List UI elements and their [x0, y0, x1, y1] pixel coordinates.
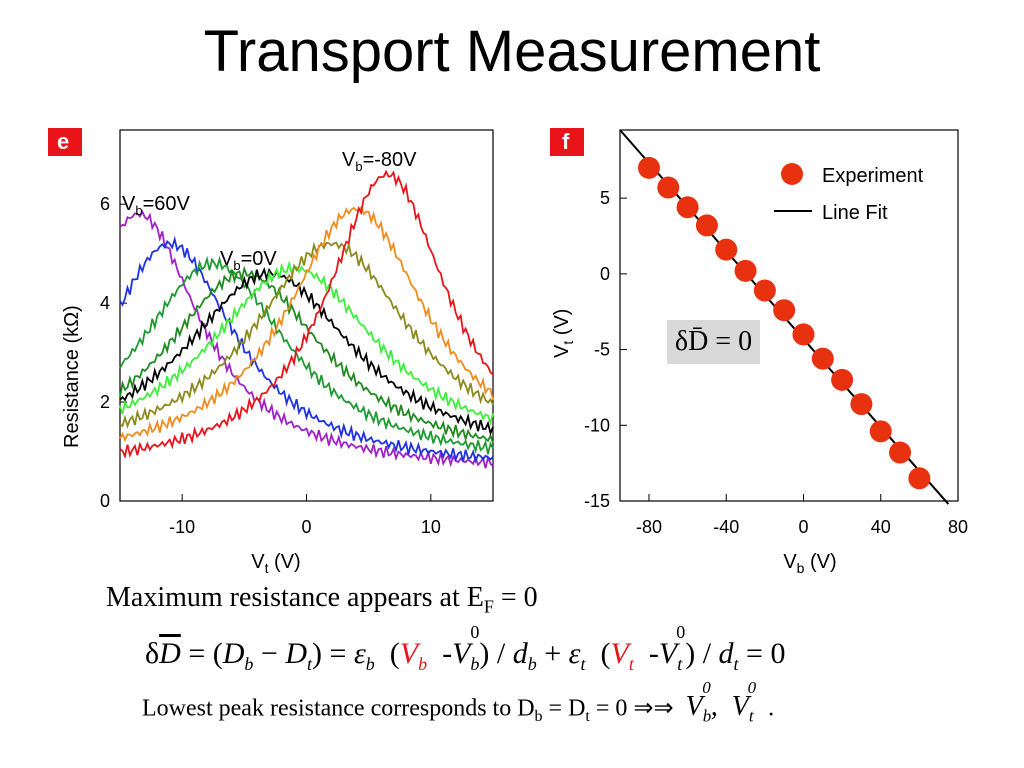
panel-f-badge — [550, 128, 584, 156]
experiment-point — [773, 299, 796, 322]
displacement-equation: δD = (Db − Dt) = εb (Vb -Vb0) / db + εt … — [145, 622, 786, 674]
y-tick-label: 0 — [100, 491, 110, 511]
experiment-point — [869, 420, 892, 443]
experiment-point — [715, 238, 738, 261]
legend-linefit-label: Line Fit — [822, 202, 888, 224]
x-tick-label: 80 — [948, 517, 968, 537]
y-axis-label: Resistance (kΩ) — [61, 305, 83, 448]
caption-line-1: Maximum resistance appears at EF = 0 — [106, 582, 538, 617]
experiment-point — [753, 279, 776, 302]
experiment-point — [831, 368, 854, 391]
panel-e-badge — [48, 128, 82, 156]
y-tick-label: -10 — [584, 415, 610, 435]
x-tick-label: 0 — [301, 517, 311, 537]
experiment-point — [734, 259, 757, 282]
x-axis-label: Vt (V) — [251, 551, 300, 576]
equation-box: δD̄ = 0 — [667, 320, 760, 364]
x-tick-label: -80 — [636, 517, 662, 537]
y-tick-label: 6 — [100, 194, 110, 214]
series-annotation: Vb=60V — [122, 193, 191, 218]
y-tick-label: 0 — [600, 264, 610, 284]
legend-experiment-label: Experiment — [822, 165, 924, 187]
x-tick-label: 0 — [798, 517, 808, 537]
x-axis-label: Vb (V) — [783, 551, 836, 576]
y-tick-label: -15 — [584, 491, 610, 511]
x-tick-label: -40 — [713, 517, 739, 537]
page-title: Transport Measurement — [203, 19, 821, 84]
panel-e-label: e — [57, 129, 69, 154]
experiment-point — [889, 441, 912, 464]
resistance-series-line — [119, 205, 494, 443]
y-tick-label: 4 — [100, 293, 110, 313]
x-tick-label: 10 — [421, 517, 441, 537]
y-tick-label: 2 — [100, 392, 110, 412]
experiment-point — [637, 156, 660, 179]
resistance-series-line — [119, 266, 494, 436]
resistance-chart: e -10 0 10 0 2 4 6 Vb=-80V Vb=60V Vb=0V Resistan… — [48, 128, 494, 576]
experiment-point — [676, 196, 699, 219]
resistance-series-line — [119, 241, 494, 429]
experiment-point — [792, 323, 815, 346]
resistance-series-line — [119, 255, 494, 455]
resistance-series-line — [119, 235, 494, 464]
x-tick-label: -10 — [169, 517, 195, 537]
plot-frame — [619, 129, 959, 502]
voltage-scatter-chart: f -80 -40 0 40 80 5 0 -5 -10 -15 Experiment Line … — [550, 128, 968, 576]
resistance-series-line — [119, 265, 494, 444]
y-tick-label: -5 — [594, 340, 610, 360]
experiment-point — [850, 393, 873, 416]
series-annotation: Vb=0V — [220, 248, 277, 273]
x-tick-label: 40 — [871, 517, 891, 537]
caption-line-3: Lowest peak resistance corresponds to Db… — [142, 678, 775, 726]
legend-experiment-marker — [781, 163, 803, 185]
series-annotation: Vb=-80V — [342, 149, 417, 174]
resistance-series-line — [119, 169, 494, 459]
y-tick-label: 5 — [600, 188, 610, 208]
resistance-series-line — [119, 209, 494, 469]
plot-frame — [119, 129, 494, 502]
experiment-point — [811, 347, 834, 370]
experiment-point — [695, 214, 718, 237]
panel-f-label: f — [562, 129, 570, 154]
experiment-point — [908, 467, 931, 490]
y-axis-label: Vt (V) — [551, 309, 576, 358]
experiment-point — [657, 176, 680, 199]
